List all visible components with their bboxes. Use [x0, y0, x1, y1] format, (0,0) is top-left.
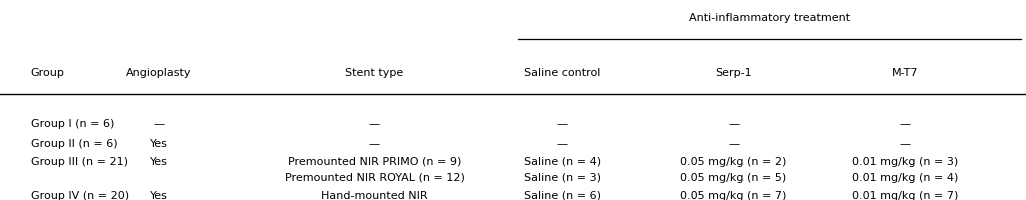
Text: Yes: Yes [150, 156, 168, 166]
Text: Saline (n = 4): Saline (n = 4) [523, 156, 601, 166]
Text: Anti-inflammatory treatment: Anti-inflammatory treatment [688, 13, 851, 23]
Text: —: — [728, 118, 739, 128]
Text: Serp-1: Serp-1 [715, 68, 752, 78]
Text: —: — [557, 138, 567, 148]
Text: Saline control: Saline control [524, 68, 600, 78]
Text: Saline (n = 3): Saline (n = 3) [523, 172, 601, 182]
Text: —: — [557, 118, 567, 128]
Text: Group IV (n = 20): Group IV (n = 20) [31, 190, 129, 200]
Text: Group: Group [31, 68, 65, 78]
Text: Premounted NIR PRIMO (n = 9): Premounted NIR PRIMO (n = 9) [288, 156, 461, 166]
Text: Premounted NIR ROYAL (n = 12): Premounted NIR ROYAL (n = 12) [284, 172, 465, 182]
Text: —: — [369, 118, 380, 128]
Text: 0.05 mg/kg (n = 2): 0.05 mg/kg (n = 2) [680, 156, 787, 166]
Text: Yes: Yes [150, 190, 168, 200]
Text: 0.05 mg/kg (n = 7): 0.05 mg/kg (n = 7) [680, 190, 787, 200]
Text: 0.05 mg/kg (n = 5): 0.05 mg/kg (n = 5) [680, 172, 787, 182]
Text: Yes: Yes [150, 138, 168, 148]
Text: 0.01 mg/kg (n = 3): 0.01 mg/kg (n = 3) [852, 156, 958, 166]
Text: —: — [900, 138, 910, 148]
Text: —: — [900, 118, 910, 128]
Text: —: — [154, 118, 164, 128]
Text: Group III (n = 21): Group III (n = 21) [31, 156, 128, 166]
Text: Stent type: Stent type [346, 68, 403, 78]
Text: Hand-mounted NIR: Hand-mounted NIR [321, 190, 428, 200]
Text: Saline (n = 6): Saline (n = 6) [523, 190, 601, 200]
Text: Group II (n = 6): Group II (n = 6) [31, 138, 117, 148]
Text: 0.01 mg/kg (n = 4): 0.01 mg/kg (n = 4) [852, 172, 958, 182]
Text: —: — [369, 138, 380, 148]
Text: Group I (n = 6): Group I (n = 6) [31, 118, 114, 128]
Text: 0.01 mg/kg (n = 7): 0.01 mg/kg (n = 7) [852, 190, 958, 200]
Text: —: — [728, 138, 739, 148]
Text: M-T7: M-T7 [892, 68, 918, 78]
Text: Angioplasty: Angioplasty [126, 68, 192, 78]
